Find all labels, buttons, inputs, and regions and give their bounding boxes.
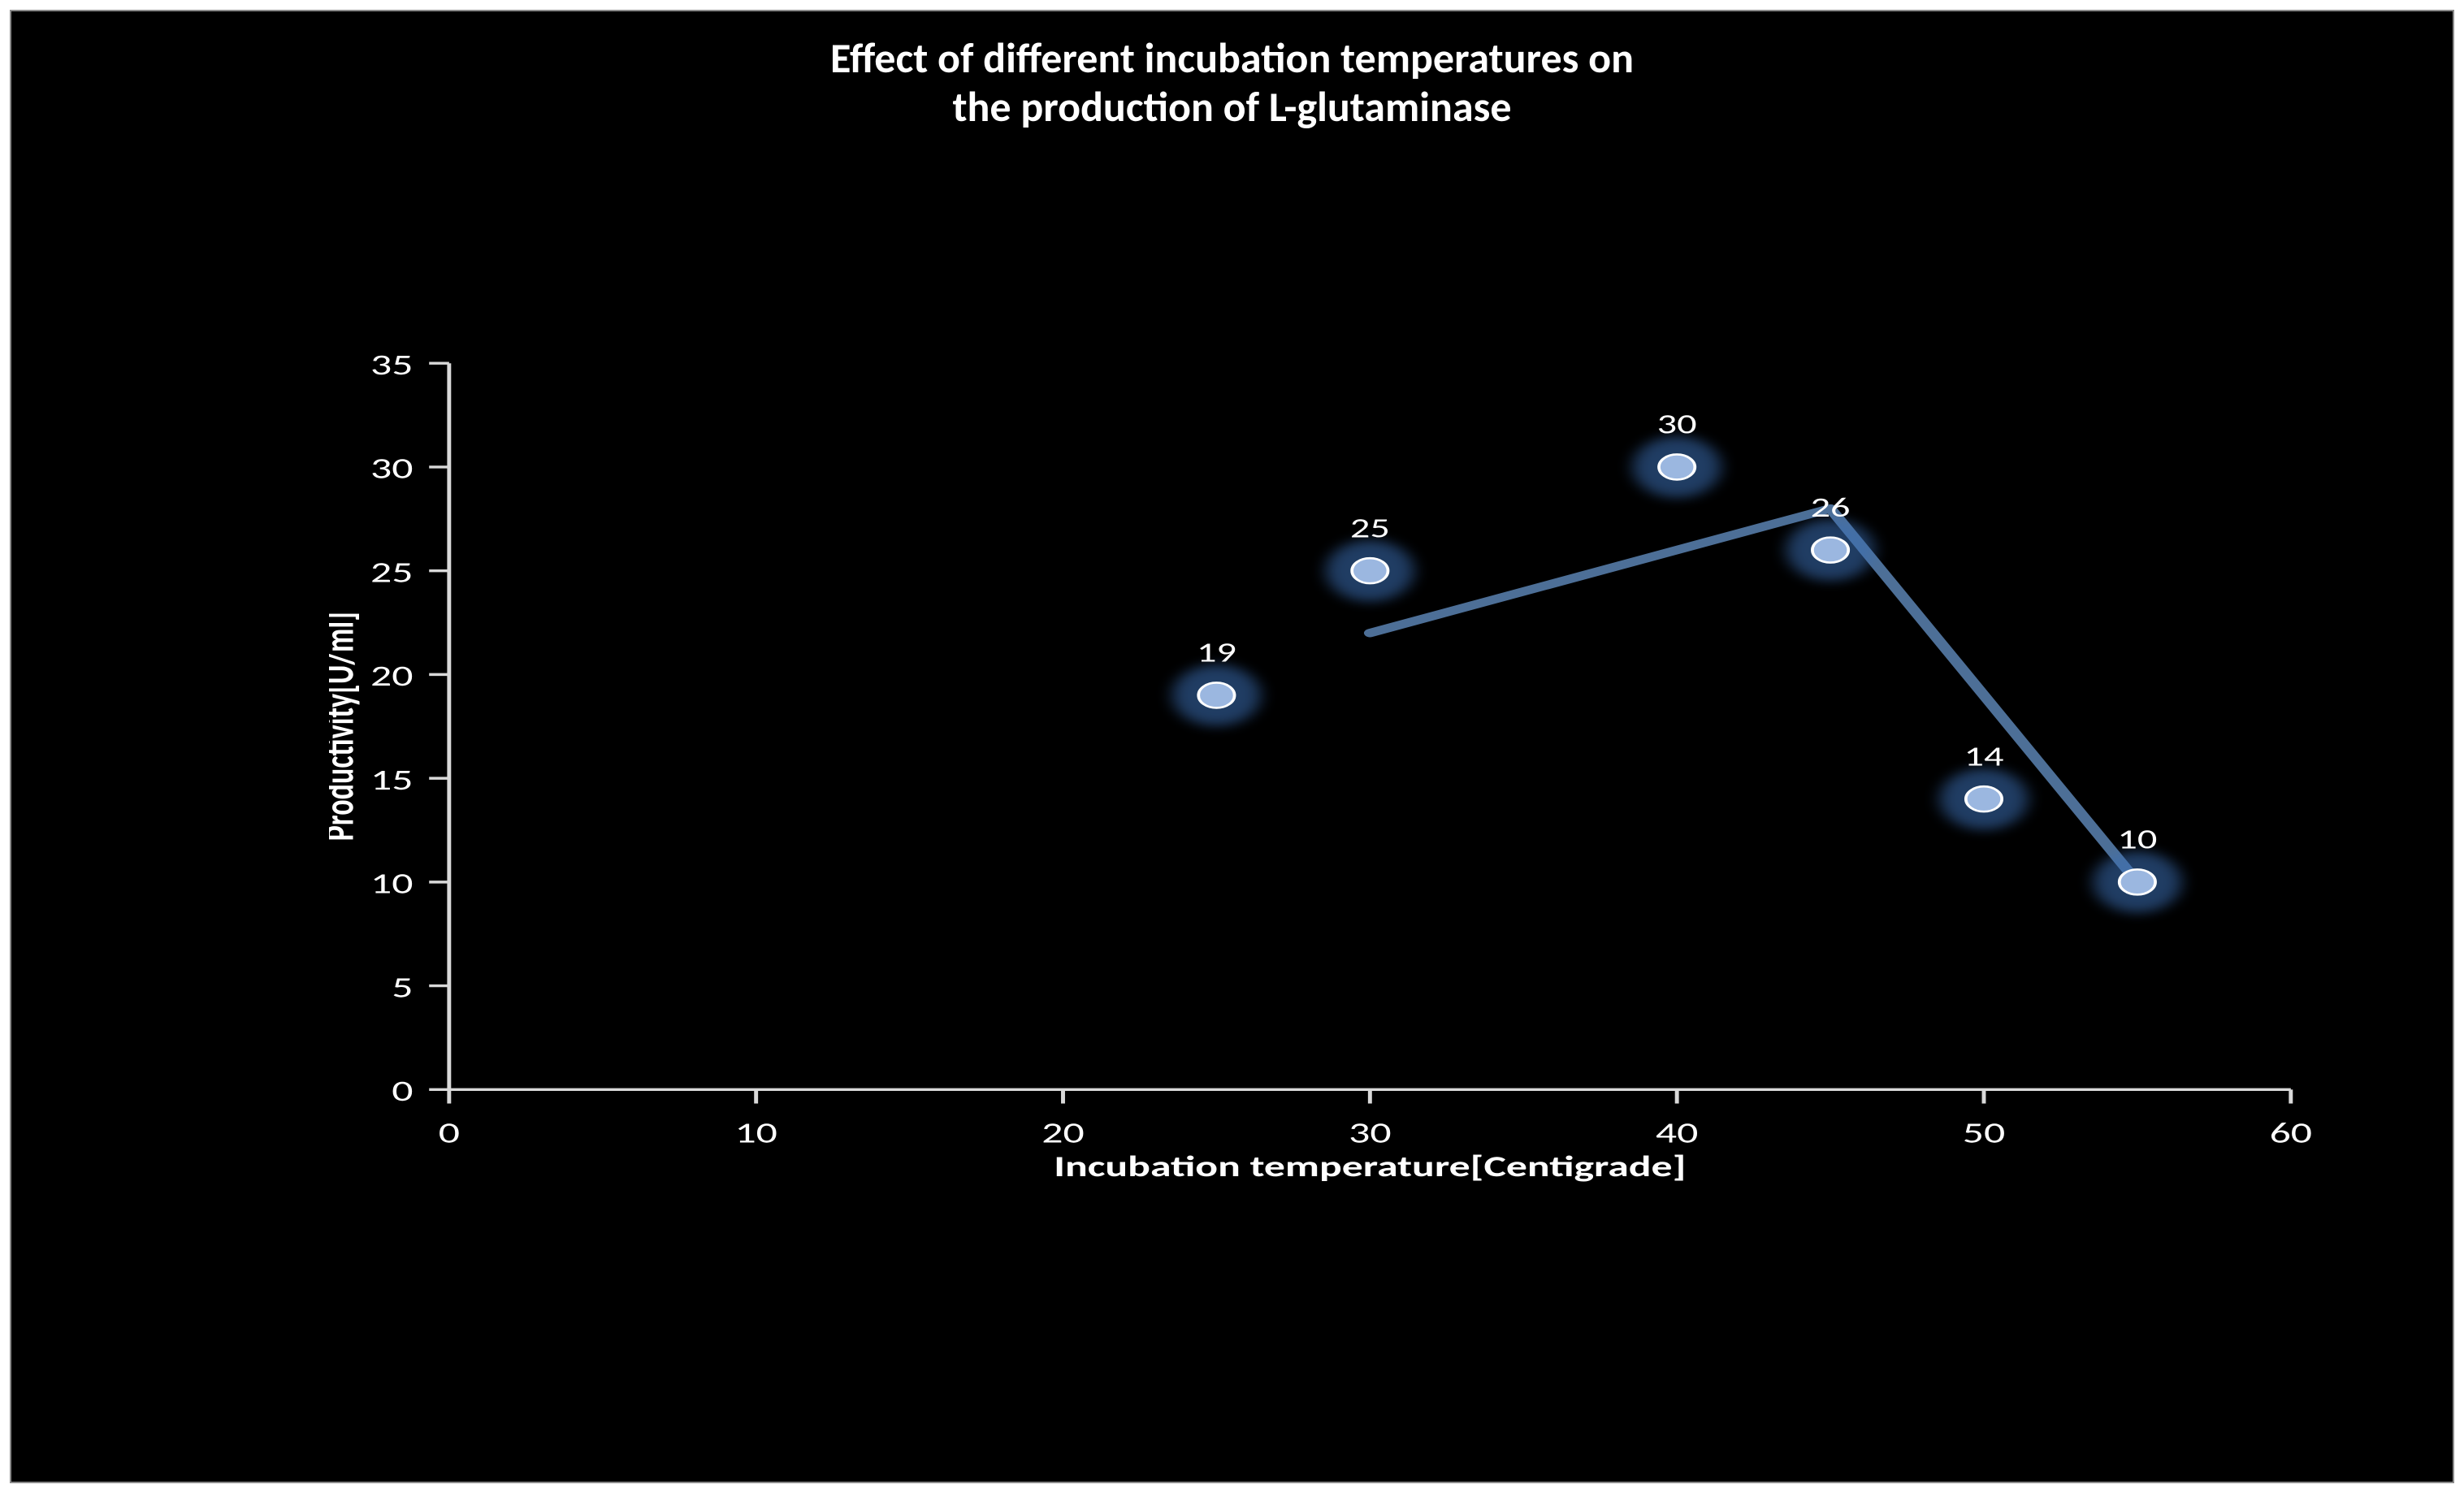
y-tick-label: 15 xyxy=(370,762,413,798)
chart-title-line2: the production of L-glutaminase xyxy=(952,80,1511,132)
data-label: 26 xyxy=(1810,491,1850,525)
data-label: 10 xyxy=(2117,823,2157,856)
outer-frame: Effect of different incubation temperatu… xyxy=(0,0,2464,1493)
x-tick-label: 30 xyxy=(1349,1115,1391,1151)
data-marker xyxy=(1965,786,2001,811)
x-axis-title: Incubation temperature[Centigrade] xyxy=(1054,1149,1686,1184)
x-tick-label: 40 xyxy=(1656,1115,1698,1151)
y-tick-label: 5 xyxy=(392,970,413,1006)
data-label: 14 xyxy=(1964,740,2003,773)
data-marker xyxy=(1352,558,1388,583)
y-axis-title: Productivity[U/ml] xyxy=(329,612,364,841)
chart-frame: Effect of different incubation temperatu… xyxy=(10,10,2454,1483)
data-marker xyxy=(1659,455,1695,480)
y-tick-label: 20 xyxy=(370,658,413,694)
data-label: 19 xyxy=(1197,636,1236,669)
x-tick-label: 60 xyxy=(2269,1115,2311,1151)
chart-title: Effect of different incubation temperatu… xyxy=(11,11,2453,132)
y-tick-label: 25 xyxy=(370,555,413,591)
trend-line xyxy=(1370,508,2137,882)
x-tick-label: 10 xyxy=(734,1115,777,1151)
y-tick-label: 0 xyxy=(392,1073,413,1109)
y-tick-label: 10 xyxy=(370,866,413,902)
x-tick-label: 50 xyxy=(1962,1115,2004,1151)
x-tick-label: 20 xyxy=(1041,1115,1084,1151)
y-tick-label: 30 xyxy=(370,451,413,487)
data-marker xyxy=(2119,870,2154,895)
plot-area: 0 10 20 30 40 50 60 0 5 10 15 20 25 30 35 Incubation te… xyxy=(329,349,2331,1188)
x-tick-label: 0 xyxy=(438,1115,459,1151)
y-tick-label: 35 xyxy=(370,349,413,383)
data-label: 30 xyxy=(1656,408,1696,441)
data-marker xyxy=(1198,683,1234,708)
chart-title-line1: Effect of different incubation temperatu… xyxy=(830,32,1634,84)
data-marker xyxy=(1812,538,1848,563)
data-label: 25 xyxy=(1349,512,1389,545)
